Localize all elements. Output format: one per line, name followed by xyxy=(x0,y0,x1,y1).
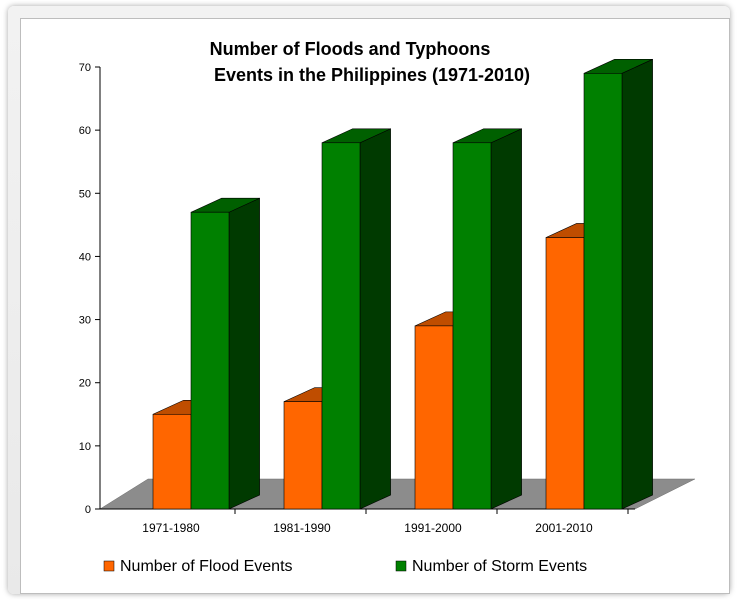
legend-swatch xyxy=(103,560,115,572)
y-tick-label: 70 xyxy=(79,62,91,74)
legend-label: Number of Flood Events xyxy=(120,558,293,575)
bar-front xyxy=(152,413,192,510)
bar-side xyxy=(359,128,391,510)
x-tick-label: 2001-2010 xyxy=(535,521,593,535)
bar-side xyxy=(228,197,260,510)
bar-side xyxy=(490,128,522,510)
y-tick-label: 20 xyxy=(79,378,91,390)
x-tick-label: 1991-2000 xyxy=(404,521,462,535)
x-tick-label: 1981-1990 xyxy=(273,521,331,535)
legend-swatch xyxy=(395,560,407,572)
bar-front xyxy=(321,142,361,510)
x-tick-label: 1971-1980 xyxy=(142,521,200,535)
bar xyxy=(452,128,522,510)
y-tick-label: 0 xyxy=(85,504,91,516)
chart-title-line-2: Events in the Philippines (1971-2010) xyxy=(214,65,530,85)
y-tick-label: 50 xyxy=(79,188,91,200)
y-tick-label: 40 xyxy=(79,251,91,263)
bar-front xyxy=(545,237,585,510)
y-tick-label: 30 xyxy=(79,315,91,327)
bar xyxy=(321,128,391,510)
y-tick-label: 10 xyxy=(79,441,91,453)
bar xyxy=(583,58,653,510)
chart-title-line-1: Number of Floods and Typhoons xyxy=(210,39,491,59)
bar-front xyxy=(283,401,323,510)
bar-front xyxy=(190,211,230,510)
bar-side xyxy=(621,58,653,510)
bar-front xyxy=(583,73,623,510)
bar-front xyxy=(414,325,454,510)
y-tick-label: 60 xyxy=(79,125,91,137)
bar-front xyxy=(452,142,492,510)
legend-label: Number of Storm Events xyxy=(412,558,587,575)
bar xyxy=(190,197,260,510)
